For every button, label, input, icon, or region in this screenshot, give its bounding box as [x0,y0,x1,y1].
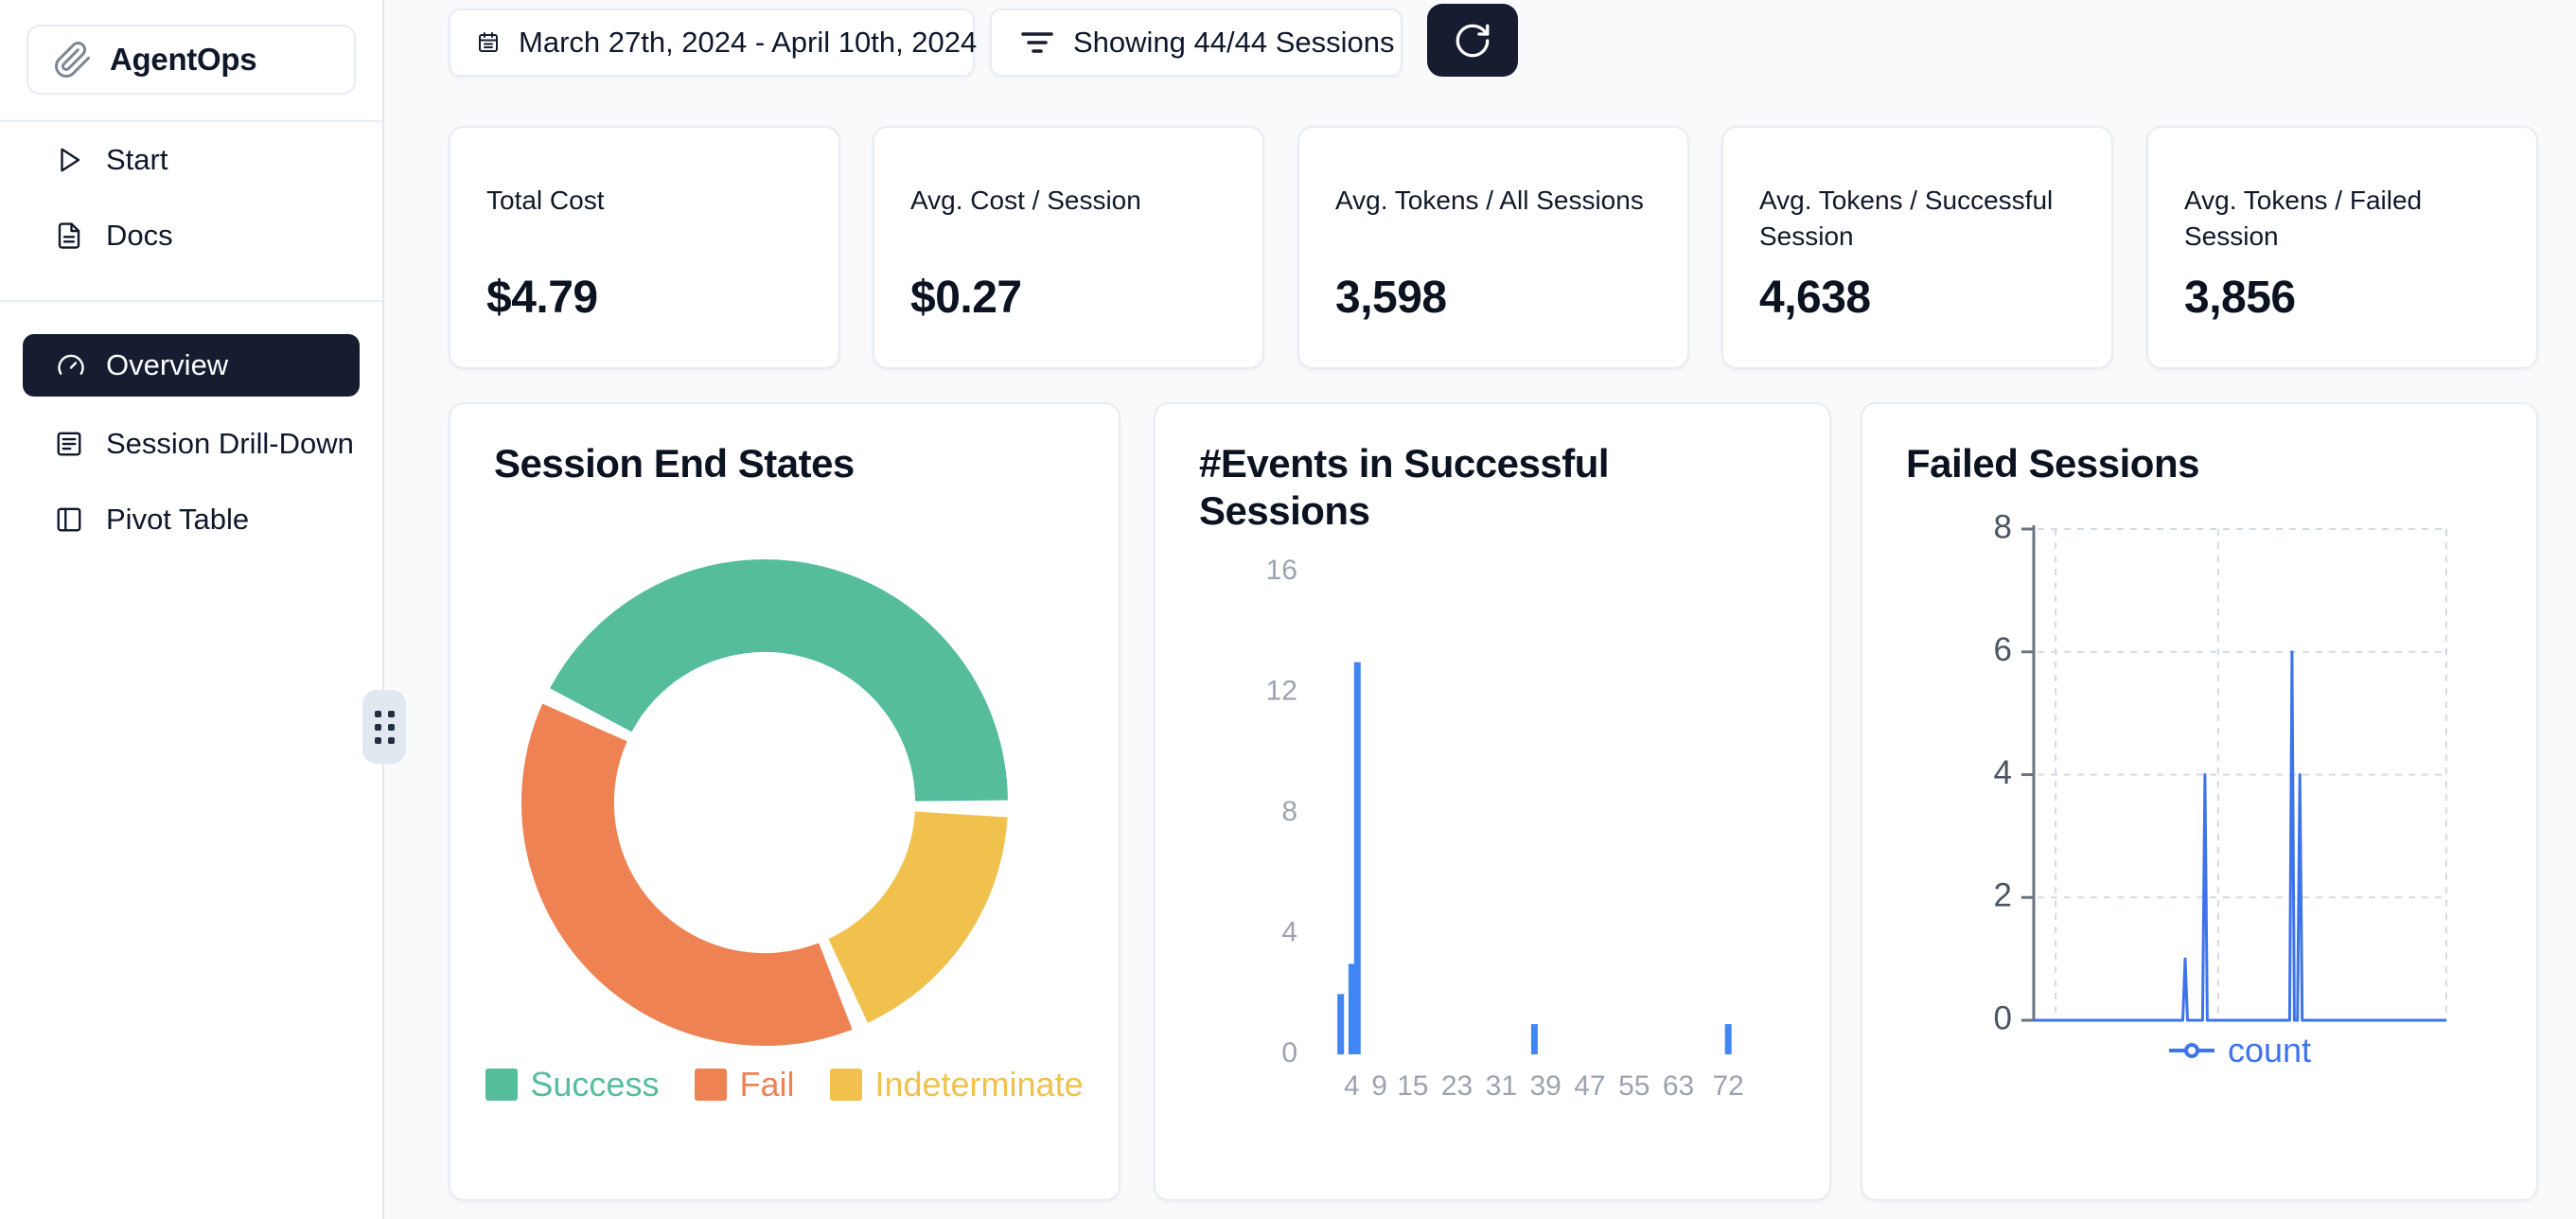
panel-left-icon [55,505,83,534]
svg-text:0: 0 [1994,999,2012,1036]
chart-title: Failed Sessions [1906,441,2199,486]
sidebar-item-start[interactable]: Start [0,122,382,198]
legend-swatch [830,1069,863,1101]
chart-title: #Events in Successful Sessions [1199,441,1610,533]
legend-swatch [485,1069,519,1101]
stat-label: Total Cost [486,186,605,215]
logo[interactable]: AgentOps [26,25,356,95]
svg-text:4: 4 [1281,916,1297,947]
paperclip-logo-icon [53,40,93,80]
svg-text:16: 16 [1266,555,1297,586]
sidebar-item-session-drill-down[interactable]: Session Drill-Down [0,406,382,482]
stat-card-avg-tokens-failed: Avg. Tokens / Failed Session 3,856 [2146,126,2538,369]
svg-text:12: 12 [1266,675,1297,706]
svg-text:47: 47 [1574,1070,1605,1102]
stat-value: 3,598 [1335,273,1447,323]
drag-dots-icon [374,710,395,744]
legend-item-fail: Fail [695,1065,794,1104]
stat-label: Avg. Tokens / Failed Session [2184,186,2423,251]
stat-card-avg-tokens-all: Avg. Tokens / All Sessions 3,598 [1297,126,1689,369]
refresh-icon [1453,21,1492,61]
stat-card-total-cost: Total Cost $4.79 [449,126,840,369]
stat-value: $4.79 [486,273,598,323]
svg-text:9: 9 [1371,1070,1387,1102]
svg-text:2: 2 [1994,877,2012,914]
svg-text:0: 0 [1281,1037,1297,1069]
stat-card-avg-cost-session: Avg. Cost / Session $0.27 [873,126,1264,369]
sidebar-item-docs[interactable]: Docs [0,198,382,274]
sidebar-divider [0,300,382,302]
legend-label: Indeterminate [874,1065,1084,1104]
count-legend-label: count [2227,1031,2312,1069]
svg-text:8: 8 [1994,508,2012,545]
svg-text:6: 6 [1994,631,2012,668]
sidebar: AgentOps Start Docs [0,0,384,1219]
sidebar-item-label: Overview [106,348,229,381]
sidebar-item-label: Pivot Table [106,503,250,536]
legend-label: Success [530,1065,660,1104]
stat-value: 4,638 [1759,273,1871,323]
stat-value: 3,856 [2184,273,2296,323]
stat-card-avg-tokens-successful: Avg. Tokens / Successful Session 4,638 [1721,126,2113,369]
svg-text:23: 23 [1441,1070,1473,1102]
svg-text:39: 39 [1529,1070,1561,1102]
date-range-label: March 27th, 2024 - April 10th, 2024 [519,26,978,59]
calendar-icon [477,31,500,54]
legend-item-indeterminate: Indeterminate [830,1065,1084,1104]
sidebar-item-pivot-table[interactable]: Pivot Table [0,482,382,557]
count-legend: count [2034,1031,2446,1070]
play-icon [55,146,83,174]
legend-item-success: Success [485,1065,659,1104]
sidebar-item-label: Session Drill-Down [106,427,354,460]
donut-legend: Success Fail Indeterminate [450,1065,1119,1104]
sessions-filter-button[interactable]: Showing 44/44 Sessions [990,9,1403,77]
sidebar-item-overview[interactable]: Overview [23,334,360,397]
sidebar-divider [0,120,382,122]
stat-label: Avg. Cost / Session [910,186,1141,215]
filter-icon [1020,28,1054,57]
svg-text:55: 55 [1618,1070,1650,1102]
sidebar-item-label: Start [106,143,168,176]
date-range-button[interactable]: March 27th, 2024 - April 10th, 2024 [449,9,978,77]
svg-text:8: 8 [1281,796,1297,827]
document-lines-icon [55,430,83,458]
sidebar-item-label: Docs [106,219,173,252]
failed-sessions-card: Failed Sessions 0 2 4 6 8 count [1861,402,2538,1201]
sidebar-resize-handle[interactable] [362,690,406,764]
sessions-filter-label: Showing 44/44 Sessions [1073,26,1395,59]
svg-text:4: 4 [1344,1070,1360,1102]
legend-label: Fail [739,1065,795,1104]
svg-text:72: 72 [1713,1070,1744,1102]
events-histogram-card: #Events in Successful Sessions 0 4 8 12 16 4 9… [1154,402,1831,1201]
svg-text:31: 31 [1486,1070,1517,1102]
refresh-button[interactable] [1427,4,1518,77]
line-series-marker-icon [2168,1043,2214,1058]
svg-text:63: 63 [1663,1070,1694,1102]
svg-text:4: 4 [1994,754,2012,791]
chart-title: Session End States [494,441,855,486]
gauge-icon [57,351,85,380]
session-end-states-donut [520,559,1008,1046]
legend-swatch [695,1069,728,1101]
stat-value: $0.27 [910,273,1022,323]
svg-text:15: 15 [1397,1070,1428,1102]
session-end-states-card: Session End States Success Fail Indeterm… [449,402,1120,1201]
file-text-icon [55,221,83,250]
stat-label: Avg. Tokens / Successful Session [1759,186,2054,251]
failed-sessions-chart: 0 2 4 6 8 [1994,508,2447,1036]
app-title: AgentOps [110,42,257,77]
stat-label: Avg. Tokens / All Sessions [1335,186,1644,215]
